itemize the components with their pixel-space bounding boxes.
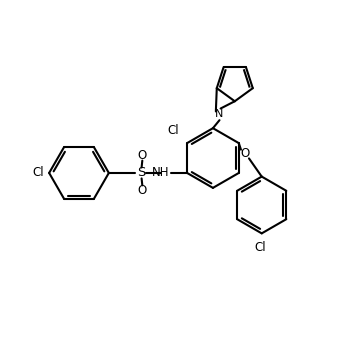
Text: NH: NH: [151, 166, 169, 179]
Text: Cl: Cl: [32, 166, 44, 179]
Text: Cl: Cl: [254, 241, 266, 254]
Text: Cl: Cl: [167, 124, 179, 137]
Text: O: O: [138, 184, 147, 197]
Text: S: S: [136, 166, 145, 179]
Text: N: N: [215, 110, 224, 119]
Text: O: O: [241, 147, 250, 160]
Text: O: O: [138, 149, 147, 162]
